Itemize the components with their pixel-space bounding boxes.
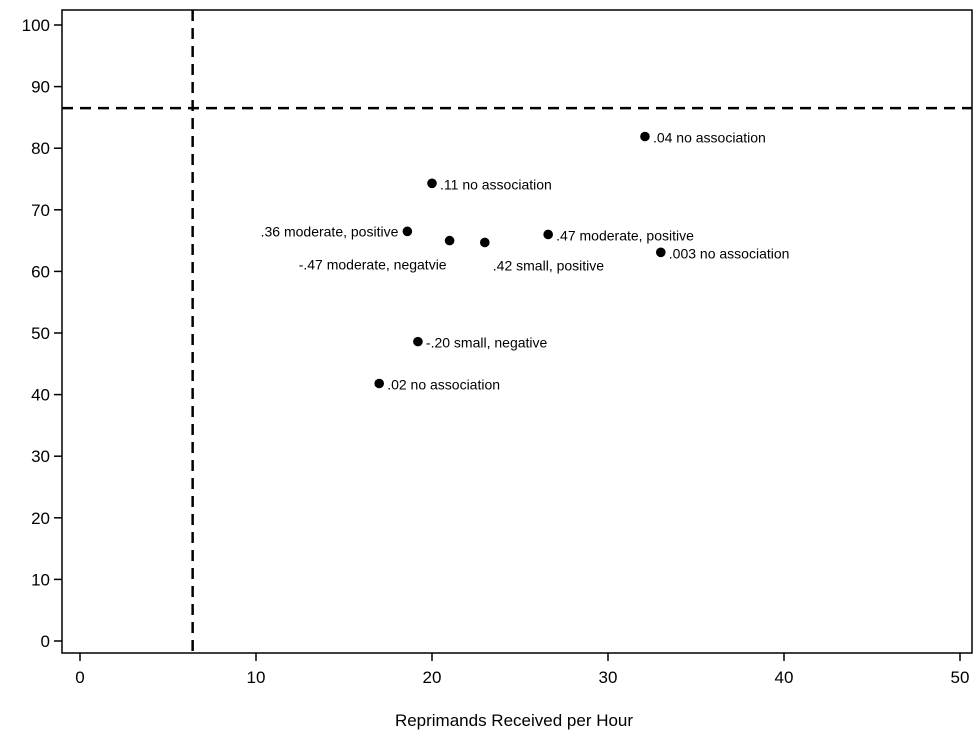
x-tick-label: 0 [75,668,84,687]
y-axis: 0 10 20 30 40 50 60 70 80 90 100 [22,16,62,651]
data-point-label: .36 moderate, positive [261,223,399,239]
data-point-label: .47 moderate, positive [556,227,694,243]
data-point-label: -.47 moderate, negatvie [299,257,447,273]
x-tick-label: 20 [423,668,442,687]
data-point [413,336,423,347]
data-point [543,229,553,240]
reference-lines [62,10,972,653]
data-point [480,237,490,248]
y-tick-label: 30 [31,447,50,466]
x-tick-label: 10 [247,668,266,687]
y-tick-label: 90 [31,78,50,97]
data-point-label: .04 no association [653,129,766,145]
data-point [402,226,413,237]
y-tick-label: 10 [31,570,50,589]
data-point-label: .003 no association [669,245,790,261]
data-point-label: .11 no association [440,176,552,192]
x-tick-label: 40 [775,668,794,687]
data-point [640,131,650,142]
data-point [427,178,437,189]
x-tick-label: 50 [951,668,970,687]
data-points: .04 no association .11 no association .36 … [261,129,790,392]
data-point [444,235,455,246]
y-tick-label: 50 [31,324,50,343]
data-point-label: .02 no association [387,377,500,393]
y-tick-label: 0 [41,632,50,651]
y-tick-label: 20 [31,509,50,528]
data-point [656,247,666,258]
x-axis: 0 10 20 30 40 50 [75,653,969,687]
x-tick-label: 30 [599,668,618,687]
x-axis-title: Reprimands Received per Hour [395,711,633,730]
data-point [374,378,385,389]
y-tick-label: 100 [22,16,50,35]
y-tick-label: 70 [31,201,50,220]
y-tick-label: 60 [31,262,50,281]
y-tick-label: 40 [31,386,50,405]
plot-frame [61,9,973,654]
data-point-label: .42 small, positive [493,257,604,273]
y-tick-label: 80 [31,139,50,158]
data-point-label: -.20 small, negative [426,335,548,351]
